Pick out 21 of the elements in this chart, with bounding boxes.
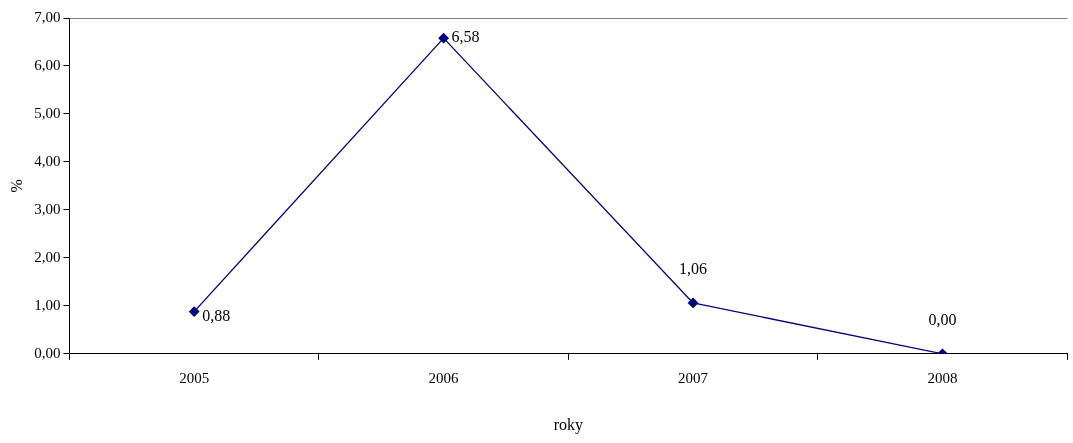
y-tick-label: 0,00 — [34, 344, 61, 361]
y-tick-label: 2,00 — [34, 248, 61, 265]
y-tick-label: 5,00 — [34, 104, 61, 121]
y-tick-label: 4,00 — [34, 152, 61, 169]
data-label: 0,88 — [202, 306, 231, 324]
data-label: 6,58 — [451, 28, 480, 46]
data-label: 1,06 — [679, 260, 708, 278]
point — [687, 297, 699, 309]
y-axis-title: % — [7, 179, 25, 193]
x-tick-label: 2007 — [678, 369, 709, 386]
x-tick-label: 2005 — [179, 369, 210, 386]
data-label: 0,00 — [928, 311, 957, 328]
x-axis-title: roky — [553, 415, 583, 434]
x-tick-label: 2008 — [927, 369, 958, 386]
y-tick-label: 7,00 — [34, 8, 61, 25]
point — [189, 306, 200, 317]
y-tick-label: 1,00 — [34, 296, 61, 313]
point — [438, 33, 449, 44]
y-tick-label: 6,00 — [34, 56, 61, 73]
y-tick-label: 3,00 — [34, 200, 61, 217]
x-tick-label: 2006 — [428, 369, 460, 386]
